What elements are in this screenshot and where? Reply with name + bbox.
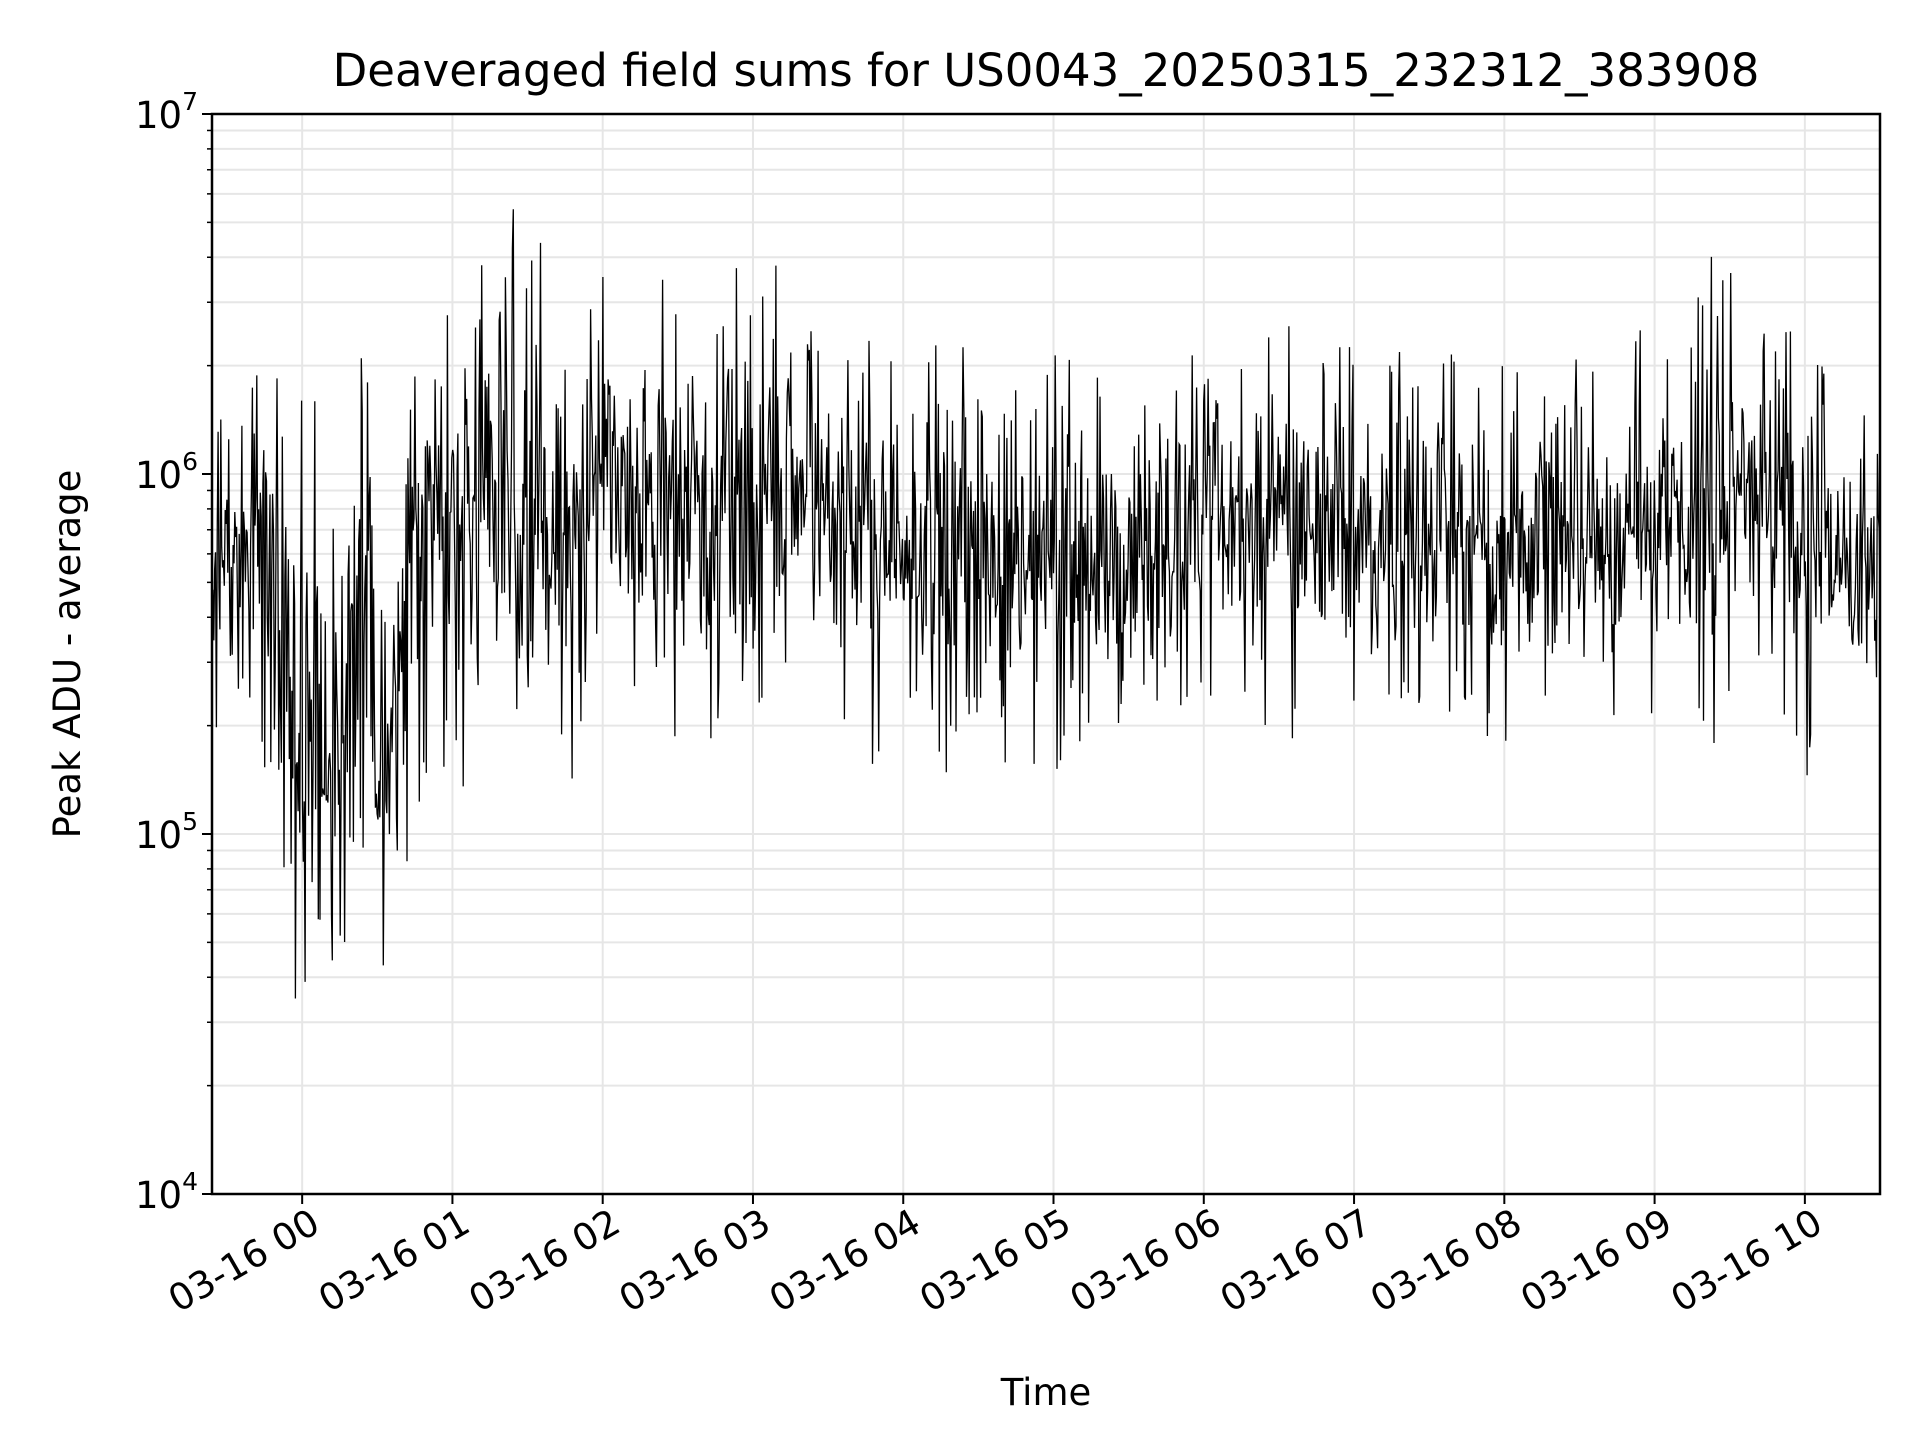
y-tick-label: 106 [135, 447, 198, 497]
x-tick-label: 03-16 09 [1514, 1201, 1680, 1321]
x-tick-label: 03-16 03 [612, 1201, 778, 1321]
x-tick-label: 03-16 02 [462, 1201, 628, 1321]
y-tick-base: 10 [135, 454, 182, 497]
x-tick-label: 03-16 05 [912, 1201, 1078, 1321]
y-axis-label: Peak ADU - average [46, 470, 89, 839]
x-tick-label: 03-16 01 [311, 1201, 477, 1321]
chart-title: Deaveraged field sums for US0043_2025031… [333, 44, 1760, 97]
x-tick-label: 03-16 04 [762, 1201, 928, 1321]
data-series [211, 209, 1881, 999]
y-tick-exponent: 4 [182, 1167, 198, 1196]
y-tick-exponent: 5 [182, 807, 198, 836]
y-tick-base: 10 [135, 94, 182, 137]
x-tick-label: 03-16 08 [1363, 1201, 1529, 1321]
x-tick-label: 03-16 10 [1664, 1201, 1830, 1321]
y-tick-label: 107 [135, 87, 198, 137]
plot-frame [210, 112, 1882, 1196]
y-tick-label: 104 [135, 1167, 198, 1217]
y-tick-base: 10 [135, 1174, 182, 1217]
x-tick-label: 03-16 00 [161, 1201, 327, 1321]
y-tick-exponent: 6 [182, 447, 198, 476]
x-axis-label: Time [1000, 1371, 1092, 1414]
y-tick-label: 105 [135, 807, 198, 857]
data-line [211, 209, 1881, 999]
x-tick-label: 03-16 07 [1213, 1201, 1379, 1321]
y-tick-exponent: 7 [182, 87, 198, 116]
y-tick-base: 10 [135, 814, 182, 857]
x-tick-label: 03-16 06 [1063, 1201, 1229, 1321]
